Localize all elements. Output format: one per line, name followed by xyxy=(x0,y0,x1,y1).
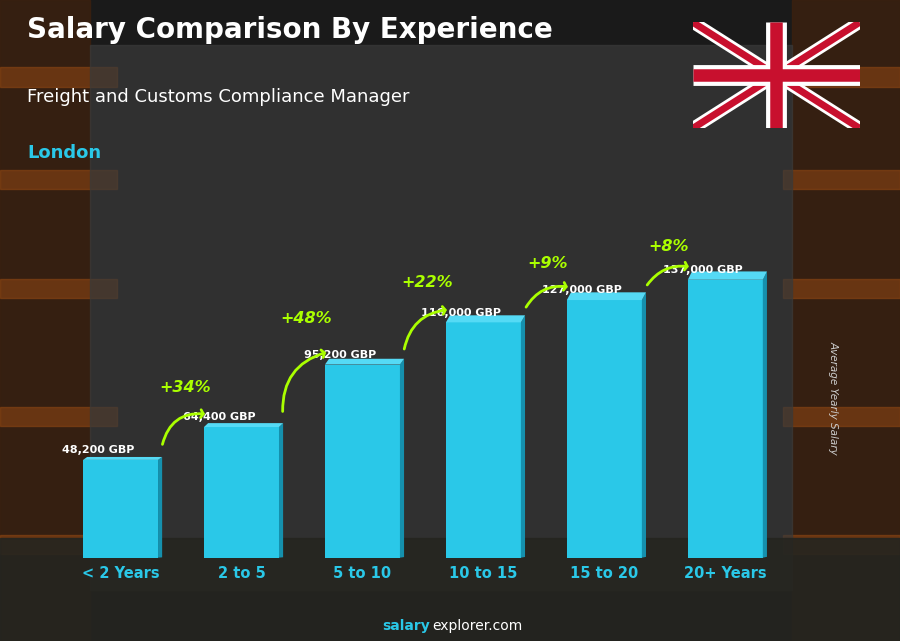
Text: 48,200 GBP: 48,200 GBP xyxy=(62,445,134,455)
Bar xyxy=(0,0,90,641)
Bar xyxy=(783,535,900,554)
Bar xyxy=(0,170,117,189)
Bar xyxy=(783,407,900,426)
Text: +34%: +34% xyxy=(159,380,211,395)
Polygon shape xyxy=(158,457,162,558)
Bar xyxy=(783,170,900,189)
Text: 95,200 GBP: 95,200 GBP xyxy=(304,350,376,360)
Text: 116,000 GBP: 116,000 GBP xyxy=(421,308,501,317)
Bar xyxy=(0,279,117,298)
Text: Freight and Customs Compliance Manager: Freight and Customs Compliance Manager xyxy=(27,88,410,106)
Bar xyxy=(688,279,763,558)
Text: +8%: +8% xyxy=(648,239,688,254)
Polygon shape xyxy=(279,423,284,558)
Polygon shape xyxy=(688,271,767,279)
Polygon shape xyxy=(567,292,646,300)
Polygon shape xyxy=(83,457,162,460)
Bar xyxy=(0,407,117,426)
Text: +22%: +22% xyxy=(400,276,453,290)
Bar xyxy=(90,45,792,590)
Text: 127,000 GBP: 127,000 GBP xyxy=(542,285,622,296)
Polygon shape xyxy=(325,359,404,365)
Polygon shape xyxy=(521,315,525,558)
Polygon shape xyxy=(763,271,767,558)
Text: London: London xyxy=(27,144,101,162)
Bar xyxy=(204,427,279,558)
Bar xyxy=(783,67,900,87)
Text: 64,400 GBP: 64,400 GBP xyxy=(183,412,256,422)
Polygon shape xyxy=(642,292,646,558)
Bar xyxy=(567,300,642,558)
Polygon shape xyxy=(204,423,284,427)
Text: Salary Comparison By Experience: Salary Comparison By Experience xyxy=(27,16,553,44)
Polygon shape xyxy=(446,315,525,322)
Bar xyxy=(446,322,521,558)
Bar xyxy=(0,67,117,87)
Bar xyxy=(783,279,900,298)
Text: salary: salary xyxy=(382,619,430,633)
Bar xyxy=(0,535,117,554)
Bar xyxy=(792,0,900,641)
Text: Average Yearly Salary: Average Yearly Salary xyxy=(829,340,839,454)
Text: +48%: +48% xyxy=(280,311,331,326)
Text: 137,000 GBP: 137,000 GBP xyxy=(663,265,742,275)
Bar xyxy=(83,460,158,558)
Text: +9%: +9% xyxy=(527,256,568,271)
Text: explorer.com: explorer.com xyxy=(432,619,522,633)
Polygon shape xyxy=(400,359,404,558)
Bar xyxy=(325,365,400,558)
Bar xyxy=(0,538,900,641)
